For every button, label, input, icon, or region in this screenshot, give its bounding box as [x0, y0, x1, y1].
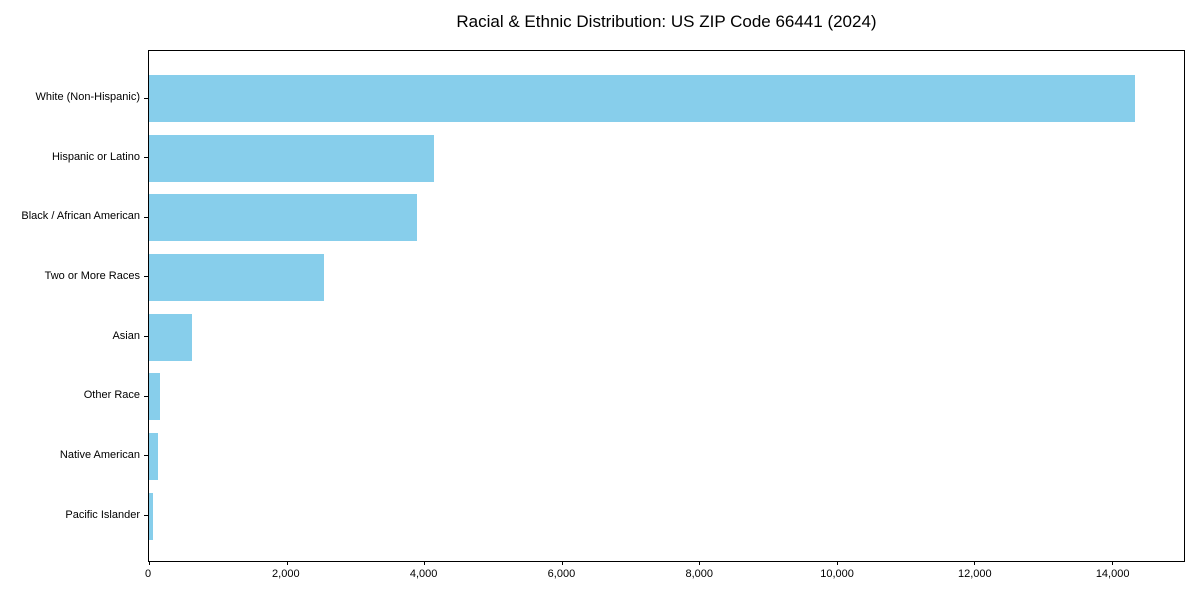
- y-tick-label-other-race: Other Race: [83, 389, 140, 402]
- y-tick-mark: [144, 216, 148, 218]
- bar-pacific-islander: [149, 492, 154, 540]
- x-tick-label-2000: 2,000: [272, 568, 300, 580]
- y-tick-mark: [144, 336, 148, 338]
- x-tick-mark: [974, 561, 976, 565]
- y-tick-mark: [144, 515, 148, 517]
- y-tick-label-black-african-american: Black / African American: [21, 210, 140, 223]
- y-tick-label-asian: Asian: [112, 329, 140, 342]
- y-tick-mark: [144, 97, 148, 99]
- x-tick-label-12000: 12,000: [958, 568, 992, 580]
- x-tick-mark: [1111, 561, 1113, 565]
- y-tick-label-native-american: Native American: [59, 448, 140, 461]
- y-tick-mark: [144, 395, 148, 397]
- x-tick-label-4000: 4,000: [409, 568, 438, 580]
- y-tick-mark: [144, 276, 148, 278]
- x-tick-label-6000: 6,000: [547, 568, 576, 580]
- y-tick-mark: [144, 157, 148, 159]
- y-tick-label-pacific-islander: Pacific Islander: [65, 508, 140, 521]
- bar-white-non-hispanic: [149, 75, 1136, 122]
- x-tick-label-14000: 14,000: [1095, 568, 1130, 580]
- chart-title: Racial & Ethnic Distribution: US ZIP Cod…: [456, 12, 877, 31]
- x-tick-mark: [561, 561, 563, 565]
- bar-hispanic-or-latino: [149, 134, 435, 182]
- y-tick-mark: [144, 455, 148, 457]
- x-tick-label-10000: 10,000: [820, 568, 854, 580]
- y-tick-label-two-or-more-races: Two or More Races: [44, 269, 140, 282]
- y-tick-label-white-non-hispanic: White (Non-Hispanic): [35, 91, 140, 103]
- x-tick-label-8000: 8,000: [685, 568, 713, 580]
- x-tick-mark: [286, 561, 288, 565]
- x-tick-mark: [424, 561, 426, 565]
- bar-asian: [149, 313, 192, 361]
- plot-area: [148, 50, 1185, 565]
- bar-native-american: [149, 432, 159, 480]
- x-tick-label-0: 0: [144, 568, 152, 580]
- y-tick-label-hispanic-or-latino: Hispanic or Latino: [51, 150, 140, 163]
- x-tick-mark: [149, 561, 150, 565]
- x-tick-mark: [836, 561, 838, 565]
- x-tick-mark: [699, 561, 701, 565]
- bar-other-race: [149, 373, 161, 421]
- bar-two-or-more-races: [149, 253, 325, 301]
- bar-black-african-american: [149, 194, 417, 242]
